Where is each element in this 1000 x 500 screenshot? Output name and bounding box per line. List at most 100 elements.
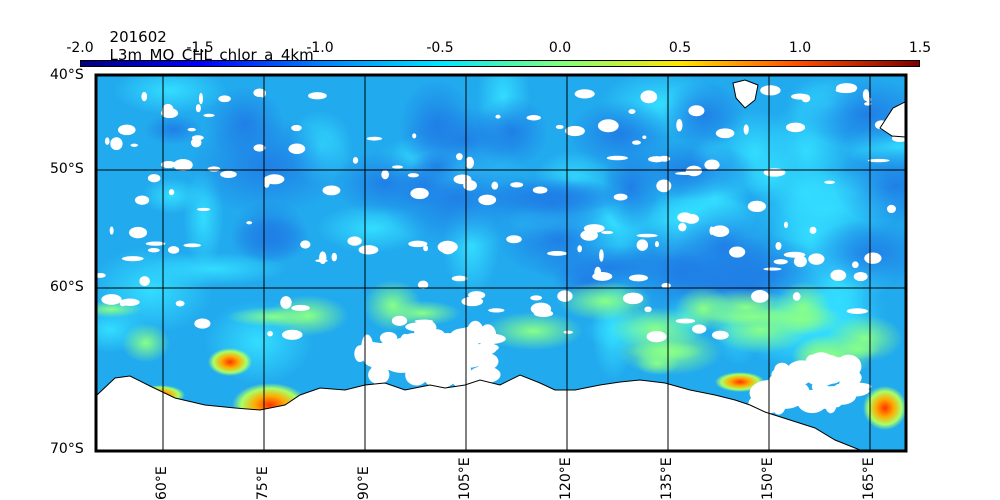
no-data-gap (613, 193, 628, 201)
no-data-gaps (97, 83, 905, 415)
no-data-gap (809, 352, 833, 368)
no-data-gap (862, 89, 870, 101)
no-data-gap (773, 259, 788, 265)
no-data-gap (259, 89, 266, 98)
no-data-gap (594, 266, 602, 279)
no-data-gap (824, 180, 835, 184)
no-data-gap (160, 160, 177, 169)
no-data-gap (391, 165, 404, 169)
no-data-gap (656, 179, 672, 193)
longitude-label: 165°E (861, 457, 877, 500)
low-chl-patch (143, 114, 204, 145)
no-data-gap (465, 156, 474, 169)
graticule (97, 76, 905, 450)
green-patch (825, 314, 904, 362)
no-data-gap (844, 370, 862, 385)
no-data-gap (308, 92, 327, 100)
no-data-gap (676, 118, 683, 132)
no-data-gap (677, 212, 693, 223)
high-chl-patch (863, 386, 905, 430)
no-data-gap (173, 159, 193, 171)
no-data-gap (565, 125, 585, 137)
no-data-gap (704, 159, 720, 171)
no-data-gap (715, 128, 735, 139)
no-data-gap (801, 94, 811, 103)
no-data-gap (331, 252, 337, 262)
no-data-gap (830, 269, 847, 282)
no-data-gap (195, 104, 201, 113)
no-data-gap (129, 226, 148, 239)
no-data-gap (121, 256, 144, 262)
no-data-gap (220, 170, 237, 179)
latitude-label: 70°S (50, 441, 84, 457)
no-data-gap (783, 251, 806, 258)
no-data-gap (246, 221, 253, 225)
map-title: 201602 L3m_MO_CHL_chlor_a_4km (100, 10, 326, 64)
longitude-label: 120°E (558, 457, 574, 500)
no-data-gap (322, 185, 341, 196)
colorbar-tick-label: 0.0 (548, 40, 572, 56)
no-data-gap (267, 331, 273, 337)
no-data-gap (475, 353, 499, 371)
no-data-gap (751, 290, 769, 303)
no-data-gap (792, 292, 801, 301)
no-data-gap (383, 346, 406, 368)
no-data-gap (760, 85, 781, 96)
tasmania-land (732, 79, 759, 109)
no-data-gap (450, 328, 477, 344)
no-data-gap (632, 140, 641, 145)
no-data-gap (478, 194, 497, 206)
no-data-gap (437, 240, 458, 254)
no-data-gap (628, 274, 648, 282)
no-data-gap (407, 173, 419, 178)
longitude-label: 75°E (255, 466, 271, 500)
no-data-gap (563, 330, 573, 334)
antarctica-land (97, 374, 861, 450)
no-data-gap (640, 90, 658, 104)
no-data-gap (675, 318, 696, 324)
no-data-gap (203, 113, 215, 118)
no-data-gap (846, 308, 868, 315)
no-data-gap (601, 230, 614, 235)
no-data-gap (555, 124, 564, 130)
no-data-gap (147, 174, 161, 183)
no-data-gap (710, 225, 730, 237)
low-chl-patch (204, 86, 285, 162)
no-data-gap (436, 350, 456, 367)
no-data-gap (795, 366, 822, 381)
low-chl-patch (475, 95, 549, 169)
title-product: L3m_MO_CHL_chlor_a_4km (109, 46, 314, 64)
no-data-gap (218, 95, 231, 103)
green-patch (608, 307, 703, 350)
colorbar-tick-label: 1.0 (788, 40, 812, 56)
title-date: 201602 (109, 28, 167, 46)
longitude-label: 105°E (457, 457, 473, 500)
no-data-gap (597, 119, 619, 133)
no-data-gap (253, 144, 266, 152)
no-data-gap (101, 294, 122, 305)
no-data-gap (577, 245, 582, 253)
no-data-gap (646, 331, 667, 343)
no-data-gap (183, 243, 201, 248)
low-chl-patch (661, 80, 745, 149)
no-data-gap (207, 166, 221, 172)
low-chl-patch (231, 200, 309, 263)
no-data-gap (391, 315, 408, 326)
no-data-gap (413, 319, 437, 336)
no-data-gap (622, 292, 644, 305)
no-data-gap (530, 302, 552, 315)
no-data-gap (97, 273, 106, 278)
no-data-gap (532, 186, 548, 194)
no-data-gap (187, 127, 196, 132)
no-data-gap (688, 105, 705, 117)
no-data-gap (288, 143, 306, 155)
no-data-gap (785, 122, 806, 133)
no-data-gap (410, 187, 429, 200)
no-data-gap (147, 248, 160, 253)
green-patch (483, 311, 584, 351)
longitude-label: 60°E (154, 466, 170, 500)
no-data-gap (547, 251, 568, 256)
no-data-gap (763, 267, 782, 271)
colorbar-tick-label: 1.5 (908, 40, 932, 56)
